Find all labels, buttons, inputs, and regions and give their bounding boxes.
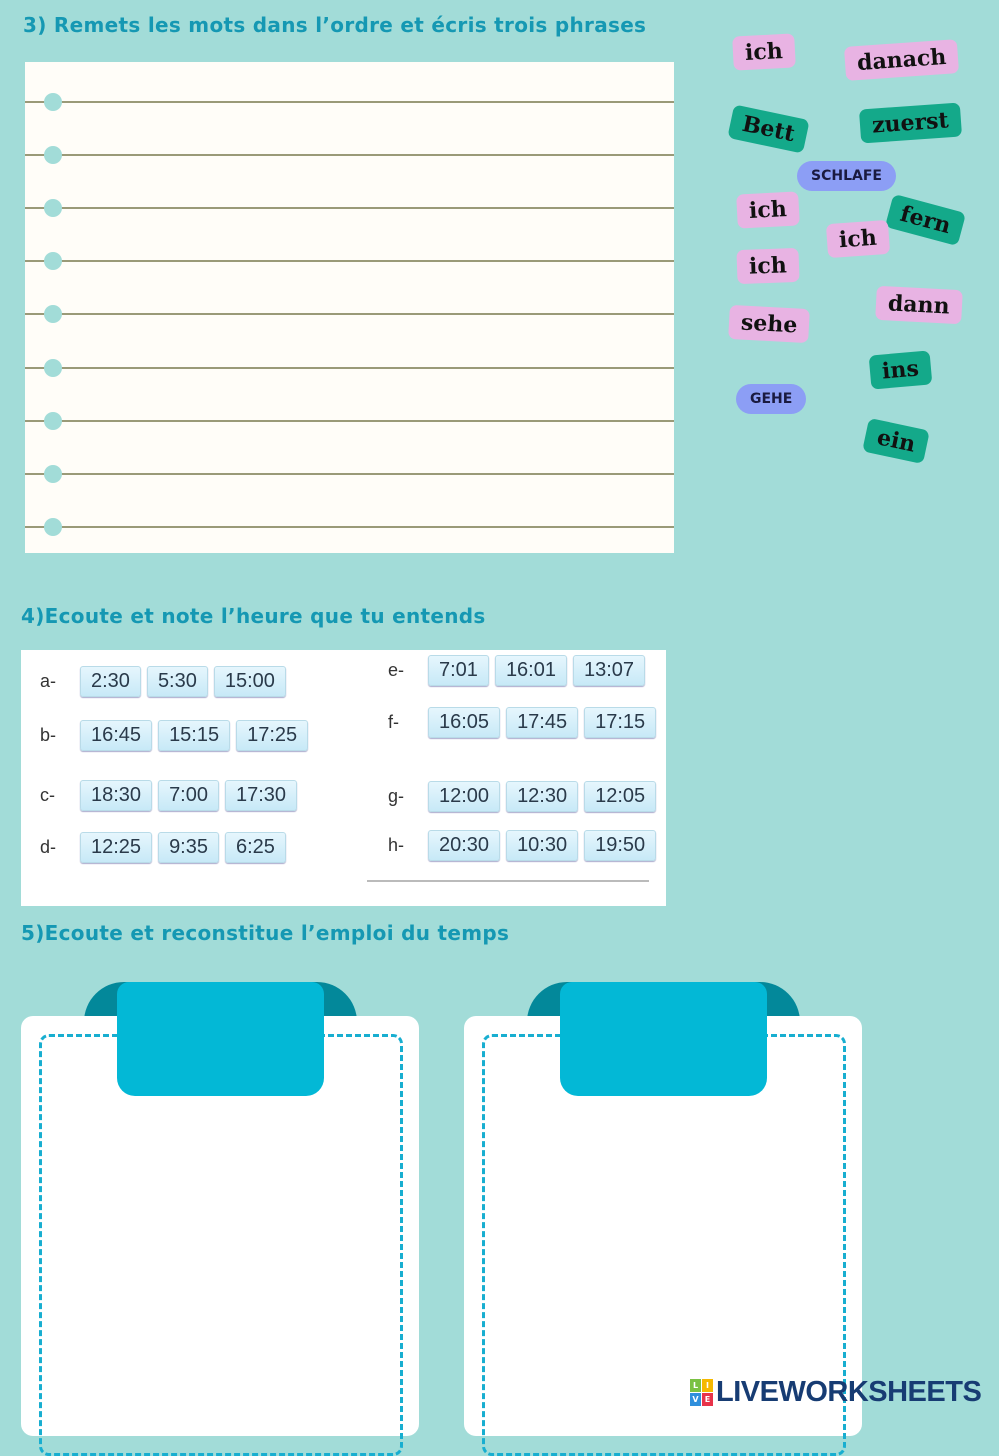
time-option[interactable]: 7:00 [158, 780, 219, 811]
bullet-dot [44, 199, 62, 218]
ribbon-tab-left [117, 982, 324, 1096]
time-option[interactable]: 12:05 [584, 781, 657, 812]
time-option[interactable]: 9:35 [158, 832, 219, 863]
time-option[interactable]: 15:15 [158, 720, 231, 751]
time-row: e- 7:01 16:01 13:07 [388, 655, 646, 686]
word-tile[interactable]: zuerst [858, 102, 962, 144]
bullet-dot [44, 411, 62, 430]
lined-writing-area[interactable] [25, 62, 674, 553]
bullet-dot [44, 517, 62, 536]
time-row: a- 2:30 5:30 15:00 [40, 666, 286, 697]
row-label: h- [388, 835, 405, 855]
row-label: f- [388, 712, 399, 732]
time-option[interactable]: 18:30 [80, 780, 153, 811]
bullet-dot [44, 358, 62, 377]
dashed-border [39, 1034, 403, 1456]
time-option[interactable]: 12:00 [428, 781, 501, 812]
logo-letter: I [702, 1379, 713, 1392]
word-tile[interactable]: SCHLAFE [797, 161, 896, 191]
writing-line [25, 93, 674, 111]
time-option[interactable]: 20:30 [428, 830, 501, 861]
word-tile[interactable]: ich [736, 247, 800, 285]
writing-line [25, 517, 674, 536]
time-row: h- 20:30 10:30 19:50 [388, 830, 657, 861]
time-option[interactable]: 17:25 [236, 720, 309, 751]
section5-title: 5)Ecoute et reconstitue l’emploi du temp… [21, 921, 510, 945]
divider [367, 880, 649, 882]
logo-letter: E [702, 1393, 713, 1406]
time-row: b- 16:45 15:15 17:25 [40, 720, 309, 751]
bullet-dot [44, 93, 62, 111]
time-option[interactable]: 7:01 [428, 655, 489, 686]
word-tile[interactable]: GEHE [736, 384, 807, 414]
word-tile[interactable]: Bett [727, 104, 810, 154]
time-option[interactable]: 19:50 [584, 830, 657, 861]
writing-line [25, 146, 674, 165]
word-tile[interactable]: fern [884, 193, 967, 247]
bullet-dot [44, 146, 62, 165]
word-tile[interactable]: ich [736, 191, 800, 229]
word-tile[interactable]: danach [843, 39, 960, 81]
row-label: a- [40, 671, 57, 691]
bullet-dot [44, 252, 62, 271]
section4-title: 4)Ecoute et note l’heure que tu entends [21, 604, 486, 628]
logo-letter: L [690, 1379, 701, 1392]
word-tile[interactable]: dann [875, 285, 963, 325]
time-option[interactable]: 12:30 [506, 781, 579, 812]
time-option[interactable]: 2:30 [80, 666, 141, 697]
time-option[interactable]: 17:15 [584, 707, 657, 738]
row-label: b- [40, 725, 57, 745]
writing-line [25, 464, 674, 483]
time-row: d- 12:25 9:35 6:25 [40, 832, 286, 863]
bullet-dot [44, 464, 62, 483]
time-option[interactable]: 10:30 [506, 830, 579, 861]
logo-text: LIVEWORKSHEETS [716, 1376, 982, 1408]
word-tile[interactable]: ich [732, 33, 796, 71]
word-tile[interactable]: ins [868, 350, 933, 390]
row-label: c- [40, 785, 55, 805]
time-row: f- 16:05 17:45 17:15 [388, 707, 657, 738]
word-tile[interactable]: ich [825, 219, 890, 259]
logo-letter: V [690, 1393, 701, 1406]
time-option[interactable]: 16:05 [428, 707, 501, 738]
time-option[interactable]: 17:30 [225, 780, 298, 811]
row-label: d- [40, 837, 57, 857]
time-option[interactable]: 12:25 [80, 832, 153, 863]
time-row: c- 18:30 7:00 17:30 [40, 780, 298, 811]
time-choices-panel: a- 2:30 5:30 15:00 b- 16:45 15:15 17:25 c- 18:30 7… [21, 650, 666, 906]
time-option[interactable]: 13:07 [573, 655, 646, 686]
writing-line [25, 199, 674, 218]
time-row: g- 12:00 12:30 12:05 [388, 781, 657, 812]
row-label: g- [388, 786, 405, 806]
time-option[interactable]: 16:45 [80, 720, 153, 751]
section3-title: 3) Remets les mots dans l’ordre et écris… [23, 13, 647, 37]
writing-line [25, 411, 674, 430]
writing-line [25, 252, 674, 271]
writing-line [25, 358, 674, 377]
word-tile[interactable]: sehe [728, 304, 811, 344]
time-option[interactable]: 15:00 [213, 666, 286, 697]
word-tile[interactable]: ein [862, 417, 931, 465]
row-label: e- [388, 660, 405, 680]
time-option[interactable]: 17:45 [506, 707, 579, 738]
time-option[interactable]: 6:25 [225, 832, 286, 863]
writing-line [25, 305, 674, 324]
time-option[interactable]: 5:30 [146, 666, 208, 697]
time-option[interactable]: 16:01 [494, 655, 567, 686]
ribbon-tab-right [560, 982, 767, 1096]
bullet-dot [44, 305, 62, 324]
